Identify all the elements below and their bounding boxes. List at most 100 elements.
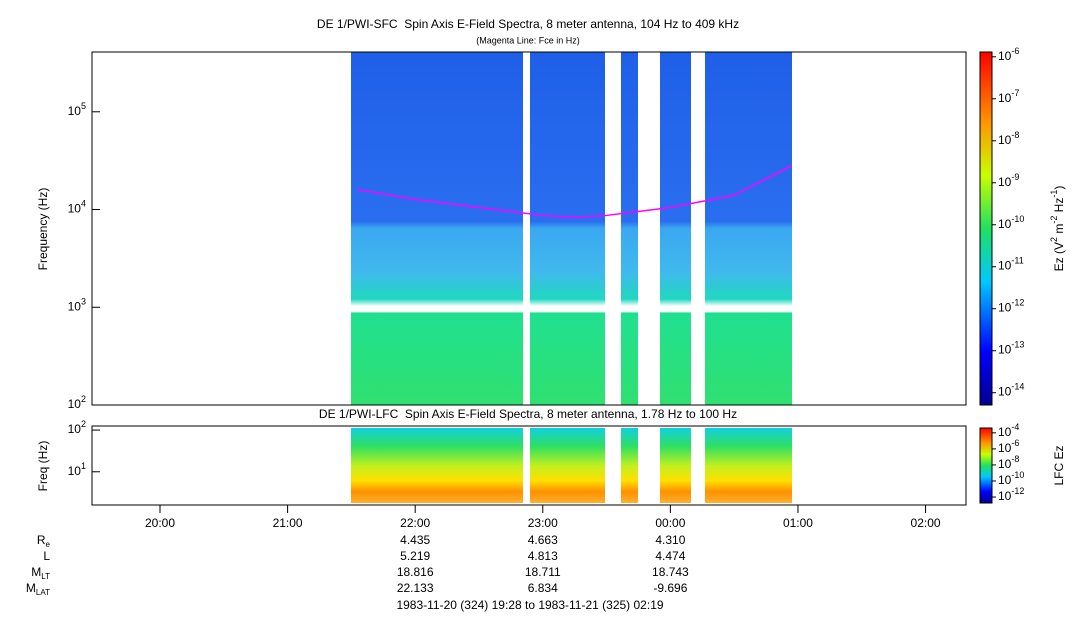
- colorbar: [979, 427, 993, 504]
- tick-exponent: -12: [1011, 486, 1024, 496]
- x-tick-label: 21:00: [273, 516, 303, 530]
- tick-exponent: -6: [1011, 46, 1019, 56]
- ephemeris-label: MLAT: [26, 581, 50, 597]
- panel-subtitle: (Magenta Line: Fce in Hz): [476, 35, 580, 45]
- colorbar-label-part: -2: [1049, 216, 1059, 224]
- ephemeris-value: 22.133: [397, 581, 434, 595]
- ephemeris-label: L: [43, 549, 50, 563]
- ephemeris-label: MLT: [31, 565, 50, 581]
- plot-frame: [91, 425, 967, 506]
- colorbar-label-part: Ez (V: [1052, 242, 1066, 271]
- fce-line: [357, 165, 792, 219]
- tick-label: 10-4: [998, 422, 1019, 439]
- tick-base: 10: [998, 301, 1012, 315]
- tick-base: 10: [68, 299, 82, 313]
- colorbar-label-part: ): [1052, 186, 1066, 190]
- tick-base: 10: [998, 489, 1012, 503]
- tick-exponent: 4: [81, 199, 86, 209]
- y-axis-label: Frequency (Hz): [36, 188, 50, 271]
- tick-label: 10-12: [998, 298, 1024, 315]
- ephemeris-name: M: [31, 565, 41, 579]
- tick-label: 101: [68, 461, 86, 478]
- x-tick-label: 01:00: [783, 516, 813, 530]
- tick-label: 103: [68, 297, 86, 314]
- ephemeris-value: 18.816: [397, 565, 434, 579]
- ephemeris-name: R: [37, 533, 46, 547]
- ephemeris-subscript: e: [46, 540, 51, 549]
- tick-base: 10: [998, 441, 1012, 455]
- tick-label: 10-9: [998, 172, 1019, 189]
- tick-label: 102: [68, 419, 86, 436]
- panel-title: DE 1/PWI-SFC Spin Axis E-Field Spectra, …: [317, 17, 739, 31]
- tick-label: 10-8: [998, 130, 1019, 147]
- ephemeris-label: Re: [37, 533, 51, 549]
- time-range: 1983-11-20 (324) 19:28 to 1983-11-21 (32…: [396, 598, 663, 612]
- ephemeris-value: 5.219: [400, 549, 430, 563]
- ephemeris-value: 4.310: [655, 533, 685, 547]
- tick-exponent: 3: [81, 297, 86, 307]
- tick-exponent: -8: [1011, 130, 1019, 140]
- tick-base: 10: [998, 457, 1012, 471]
- ephemeris-subscript: LT: [41, 572, 50, 581]
- tick-exponent: -9: [1011, 172, 1019, 182]
- colorbar-label-part: Hz: [1052, 198, 1066, 216]
- ephemeris-value: 4.663: [528, 533, 558, 547]
- tick-base: 10: [998, 473, 1012, 487]
- tick-base: 10: [998, 175, 1012, 189]
- spectrogram-image: [351, 52, 792, 503]
- ephemeris-name: L: [43, 549, 50, 563]
- tick-label: 10-7: [998, 88, 1019, 105]
- tick-exponent: -12: [1011, 298, 1024, 308]
- ephemeris-subscript: LAT: [36, 588, 50, 597]
- ephemeris-value: 18.711: [525, 565, 561, 579]
- ephemeris-value: 4.435: [400, 533, 430, 547]
- x-tick-label: 20:00: [145, 516, 175, 530]
- ephemeris-value: -9.696: [653, 581, 687, 595]
- tick-exponent: -4: [1011, 422, 1019, 432]
- tick-label: 10-14: [998, 382, 1024, 399]
- colorbar-label-part: m: [1052, 224, 1066, 237]
- tick-exponent: -11: [1011, 256, 1023, 266]
- colorbar-label-part: -1: [1049, 190, 1059, 198]
- tick-base: 10: [998, 385, 1012, 399]
- colorbar-label-part: 2: [1049, 237, 1059, 242]
- x-tick-label: 00:00: [655, 516, 685, 530]
- x-tick-label: 02:00: [911, 516, 941, 530]
- tick-exponent: -10: [1011, 214, 1024, 224]
- ephemeris-value: 6.834: [528, 581, 558, 595]
- tick-base: 10: [998, 425, 1012, 439]
- x-tick-label: 23:00: [528, 516, 558, 530]
- tick-exponent: 1: [81, 461, 86, 471]
- tick-exponent: -6: [1011, 438, 1019, 448]
- tick-label: 10-10: [998, 470, 1024, 487]
- tick-base: 10: [998, 133, 1012, 147]
- tick-base: 10: [68, 104, 82, 118]
- ephemeris-value: 4.813: [528, 549, 558, 563]
- tick-base: 10: [998, 91, 1012, 105]
- tick-base: 10: [68, 397, 82, 411]
- tick-label: 10-10: [998, 214, 1024, 231]
- colorbar-label-part: LFC Ez: [1052, 445, 1066, 485]
- tick-exponent: -14: [1011, 382, 1024, 392]
- ephemeris-name: M: [26, 581, 36, 595]
- ephemeris-value: 4.474: [655, 549, 685, 563]
- tick-label: 102: [68, 394, 86, 411]
- tick-label: 10-6: [998, 46, 1019, 63]
- panel-title: DE 1/PWI-LFC Spin Axis E-Field Spectra, …: [319, 407, 737, 421]
- tick-base: 10: [68, 202, 82, 216]
- tick-exponent: 2: [81, 419, 86, 429]
- tick-label: 105: [68, 101, 86, 118]
- tick-exponent: 5: [81, 101, 86, 111]
- y-axis-label: Freq (Hz): [36, 441, 50, 492]
- tick-label: 10-11: [998, 256, 1024, 273]
- tick-base: 10: [68, 422, 82, 436]
- tick-base: 10: [998, 217, 1012, 231]
- tick-exponent: -7: [1011, 88, 1019, 98]
- tick-label: 104: [68, 199, 86, 216]
- colorbar-label: LFC Ez: [1052, 445, 1066, 485]
- tick-label: 10-6: [998, 438, 1019, 455]
- tick-exponent: 2: [81, 394, 86, 404]
- tick-base: 10: [998, 49, 1012, 63]
- colorbar: [979, 51, 993, 406]
